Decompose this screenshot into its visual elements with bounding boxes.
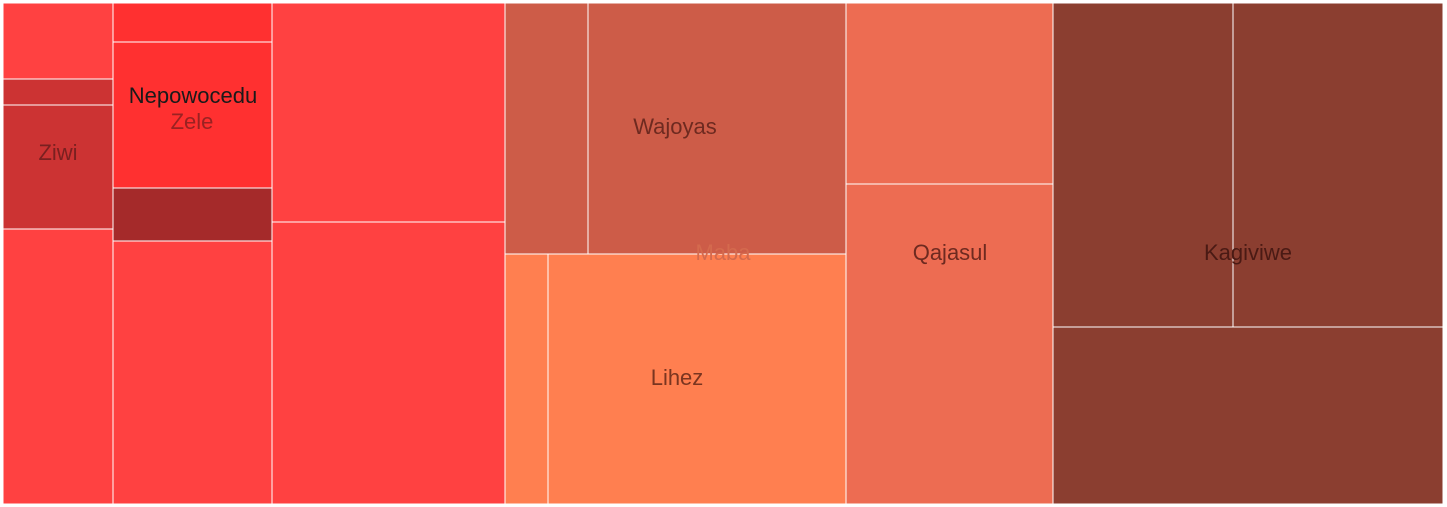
tile-nepowocedu-tile-1 bbox=[2, 78, 114, 106]
label-lihez: Lihez bbox=[651, 365, 704, 390]
treemap-labels: Ziwi Nepowocedu Zele Wajoyas Maba Lihez … bbox=[38, 83, 1292, 390]
label-wajoyas: Wajoyas bbox=[633, 114, 717, 139]
group-label-maba: Maba bbox=[695, 240, 751, 265]
tile-nepowocedu-tile-6 bbox=[112, 187, 273, 242]
tile-nepowocedu-tile-8 bbox=[271, 2, 506, 223]
group-label-qajasul: Qajasul bbox=[913, 240, 988, 265]
tile-maba-tile-0 bbox=[504, 2, 589, 255]
tile-nepowocedu-tile-3 bbox=[2, 228, 114, 505]
group-label-kagiviwe: Kagiviwe bbox=[1204, 240, 1292, 265]
label-zele: Zele bbox=[171, 109, 214, 134]
label-ziwi: Ziwi bbox=[38, 140, 77, 165]
tile-maba-wajoyas bbox=[587, 2, 847, 255]
tile-kagiviwe-tile-2 bbox=[1052, 326, 1444, 505]
tile-nepowocedu-zele bbox=[112, 41, 273, 189]
tile-kagiviwe-tile-1 bbox=[1232, 2, 1444, 328]
tile-kagiviwe-tile-0 bbox=[1052, 2, 1234, 328]
tile-qajasul-tile-1 bbox=[845, 183, 1054, 505]
tile-nepowocedu-tile-0 bbox=[2, 2, 114, 80]
tile-nepowocedu-tile-7 bbox=[112, 240, 273, 505]
tile-maba-tile-2 bbox=[504, 253, 549, 505]
group-label-nepowocedu: Nepowocedu bbox=[129, 83, 257, 108]
tile-qajasul-tile-0 bbox=[845, 2, 1054, 185]
tile-nepowocedu-ziwi bbox=[2, 104, 114, 230]
tile-nepowocedu-tile-9 bbox=[271, 221, 506, 505]
tile-nepowocedu-tile-4 bbox=[112, 2, 273, 43]
tile-maba-lihez bbox=[547, 253, 847, 505]
